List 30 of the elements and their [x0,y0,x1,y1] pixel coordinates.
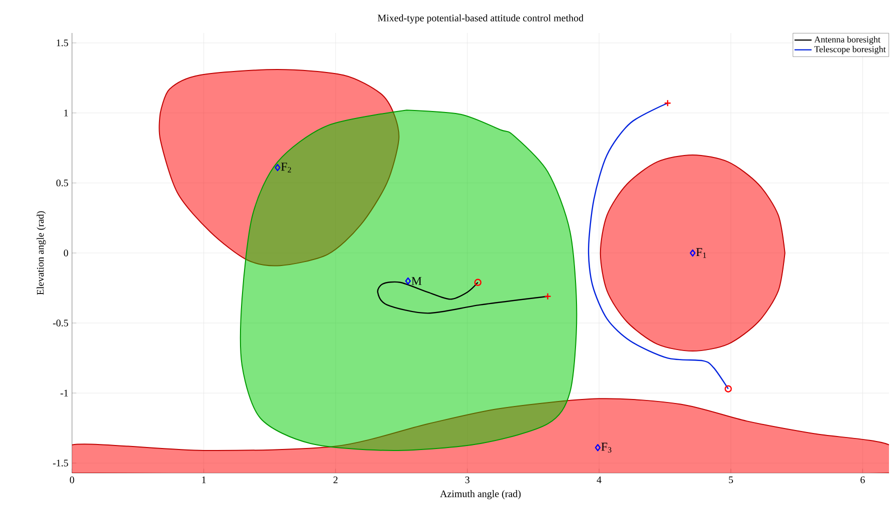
legend-label: Antenna boresight [814,36,880,44]
point [594,444,601,452]
y-tick-label: 1 [64,110,68,116]
y-tick-label: 0.5 [56,180,68,186]
point [690,249,696,257]
line-series [588,102,729,390]
point [274,164,280,172]
x-tick-label: 2 [333,476,338,484]
chart-title: Mixed-type potential-based attitude control method [378,14,584,24]
y-tick-label: 0 [64,250,68,256]
y-tick-label: -1 [60,390,68,396]
annotation: M [412,277,422,285]
legend-label: Telescope boresight [814,46,886,54]
x-tick-label: 3 [465,476,470,484]
y-tick-label: 1.5 [56,40,68,46]
y-tick-label: -1.5 [53,460,68,466]
y-axis-title: Elevation angle (rad) [36,211,46,295]
annotation: F$_{1}$ [696,248,706,258]
x-tick-label: 1 [202,476,206,484]
x-tick-label: 4 [596,476,602,484]
point [405,277,411,285]
point [724,385,732,392]
annotation: F$_{3}$ [601,442,612,453]
x-axis-title: Azimuth angle (rad) [440,490,521,500]
x-tick-label: 5 [728,476,733,484]
point [474,278,482,286]
x-tick-label: 0 [70,476,74,484]
annotation: F$_{2}$ [281,162,292,172]
x-tick-label: 6 [860,476,865,484]
y-tick-label: -0.5 [53,320,68,326]
